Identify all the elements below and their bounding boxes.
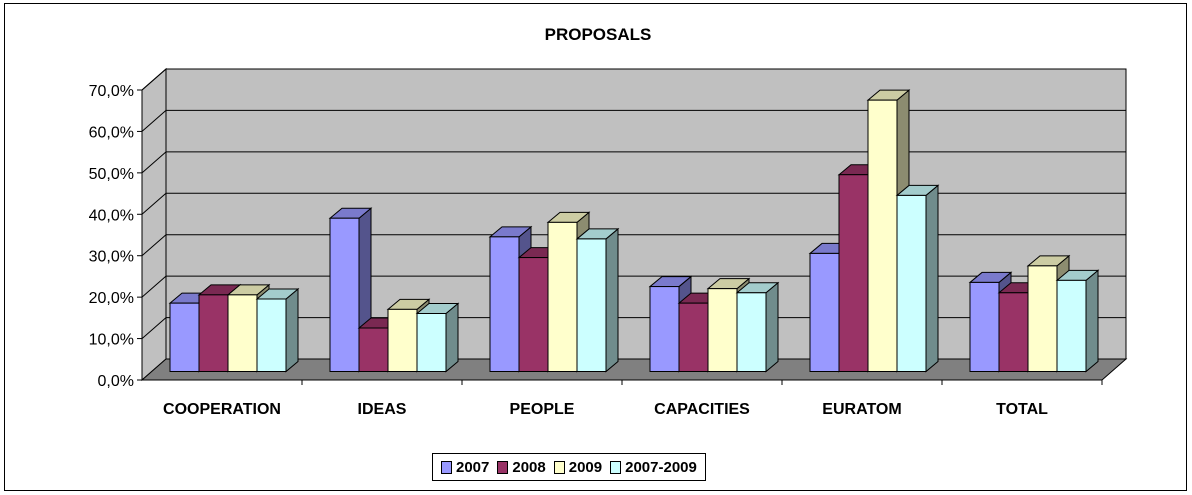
legend-item-2007: 2007 — [441, 459, 489, 476]
chart-title: PROPOSALS — [545, 25, 652, 44]
legend-swatch-2008 — [497, 460, 509, 474]
bar-ideas-2007-2009 — [415, 302, 460, 373]
y-tick-label: 50,0% — [89, 166, 134, 183]
bar-capacities-2007-front — [649, 286, 680, 373]
x-tick-label-ideas: IDEAS — [358, 401, 407, 418]
bar-cooperation-2008-front — [198, 294, 229, 373]
x-tick-label-total: TOTAL — [996, 401, 1048, 418]
y-tick-label: 0,0% — [98, 373, 134, 390]
bar-capacities-2007-2009-front — [736, 292, 767, 372]
y-tick-label: 60,0% — [89, 124, 134, 141]
chart-canvas: PROPOSALS 0,0% 10,0% 20,0% 30,0% 40,0% 50,0% 6… — [89, 25, 1128, 418]
bar-cooperation-2007-2009-side — [285, 287, 299, 373]
bar-people-2007-2009 — [575, 227, 620, 373]
back-wall — [165, 68, 1127, 360]
bar-ideas-2007-2009-front — [416, 313, 447, 372]
bar-total-2009-front — [1027, 265, 1058, 373]
side-wall — [141, 67, 167, 382]
legend-swatch-2007-2009 — [610, 460, 622, 474]
bar-people-2008-front — [518, 257, 549, 372]
bar-cooperation-2009-front — [227, 294, 258, 373]
y-tick-label: 10,0% — [89, 332, 134, 349]
bar-total-2007-2009-front — [1056, 279, 1087, 373]
gridline-side — [141, 275, 167, 298]
bar-euratom-2007-2009-front — [896, 194, 927, 372]
bar-capacities-2007-2009 — [735, 281, 780, 373]
bar-euratom-2007-2009-side — [925, 184, 939, 373]
bar-ideas-2007-front — [329, 217, 360, 372]
legend-swatch-2009 — [553, 460, 565, 474]
bar-ideas-2009-front — [387, 308, 418, 373]
gridline-side — [141, 68, 167, 91]
bar-euratom-2009-front — [867, 99, 898, 373]
bar-total-2008-front — [998, 292, 1029, 372]
bar-capacities-2008-front — [678, 302, 709, 372]
y-tick-label: 40,0% — [89, 207, 134, 224]
legend: 2007 2008 2009 2007-2009 — [432, 453, 706, 481]
plot-area: 0,0% 10,0% 20,0% 30,0% 40,0% 50,0% 60,0% 70,0% C… — [89, 67, 1128, 418]
gridline-side — [141, 151, 167, 174]
bar-ideas-2008-front — [358, 327, 389, 372]
gridline-side — [141, 234, 167, 257]
bar-cooperation-2007-2009 — [255, 287, 300, 373]
legend-item-2007-2009: 2007-2009 — [610, 459, 697, 476]
legend-swatch-2007 — [441, 460, 452, 474]
bar-total-2007-2009-side — [1085, 269, 1099, 373]
legend-label-2007: 2007 — [456, 458, 490, 476]
bar-total-2007-2009 — [1055, 269, 1100, 373]
legend-item-2009: 2009 — [553, 458, 603, 476]
bar-capacities-2009-front — [707, 288, 738, 372]
y-tick-label: 30,0% — [89, 249, 134, 266]
bar-people-2007-front — [489, 236, 520, 372]
bar-people-2007-2009-side — [605, 227, 619, 373]
bar-capacities-2007-2009-side — [765, 281, 779, 373]
gridline-side — [141, 110, 167, 132]
bar-euratom-2007-2009 — [895, 184, 940, 373]
bar-people-2009-front — [547, 221, 578, 372]
chart-frame: PROPOSALS 0,0% 10,0% 20,0% 30,0% 40,0% 50,0% 6… — [4, 3, 1187, 491]
bar-cooperation-2007-front — [169, 302, 200, 372]
y-tick-label: 20,0% — [89, 290, 134, 307]
legend-item-2008: 2008 — [497, 458, 546, 476]
legend-label-2008: 2008 — [512, 458, 546, 476]
x-tick-label-euratom: EURATOM — [822, 401, 901, 418]
legend-label-2009: 2009 — [568, 458, 603, 476]
bar-total-2007-front — [969, 281, 1000, 372]
y-tick-label: 70,0% — [89, 83, 134, 100]
x-tick-label-cooperation: COOPERATION — [163, 401, 281, 418]
x-tick-label-capacities: CAPACITIES — [654, 401, 750, 418]
bar-euratom-2007-front — [809, 252, 840, 372]
gridline-side — [141, 192, 167, 215]
bar-cooperation-2007-2009-front — [256, 298, 287, 372]
gridline-side — [141, 317, 167, 339]
bar-euratom-2008-front — [838, 174, 869, 372]
x-tick-label-people: PEOPLE — [510, 401, 575, 418]
legend-label-2007-2009: 2007-2009 — [625, 458, 697, 476]
bar-ideas-2007-2009-side — [445, 302, 459, 373]
bar-people-2007-2009-front — [576, 238, 607, 372]
